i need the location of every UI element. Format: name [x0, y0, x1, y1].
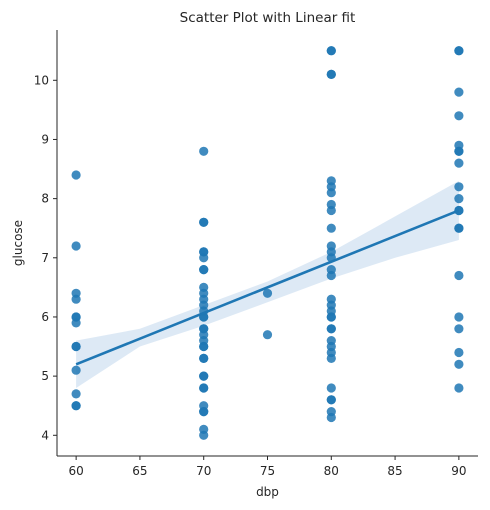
data-point [326, 270, 336, 281]
data-points-layer [71, 46, 464, 440]
data-point [199, 430, 209, 440]
data-point [454, 312, 464, 322]
data-point [326, 324, 336, 334]
axes-layer: 60 65 70 75 80 85 90 4 5 6 7 8 9 10 [34, 30, 478, 478]
data-point [71, 294, 81, 304]
fit-line-layer [75, 209, 460, 366]
data-point [199, 146, 209, 156]
y-tick-label: 4 [41, 428, 49, 442]
data-point [326, 412, 336, 423]
data-point [326, 383, 336, 393]
y-tick-label: 6 [41, 310, 49, 324]
data-point [262, 330, 273, 340]
x-tick-label: 70 [196, 464, 211, 478]
confidence-band [76, 180, 459, 388]
data-point [199, 253, 209, 263]
data-point [454, 111, 464, 121]
x-tick-label: 60 [68, 464, 83, 478]
data-point [71, 318, 81, 328]
data-point [454, 194, 464, 204]
data-point [326, 69, 336, 79]
y-tick-label: 7 [41, 251, 49, 265]
data-point [199, 407, 209, 417]
confidence-band-layer [76, 180, 459, 388]
data-point [71, 341, 81, 352]
x-tick-label: 65 [132, 464, 147, 478]
data-point [454, 347, 464, 358]
data-point [326, 223, 336, 233]
data-point [326, 46, 336, 56]
data-point [454, 359, 464, 369]
data-point [454, 324, 464, 334]
data-point [326, 395, 336, 405]
data-point [199, 217, 209, 227]
data-point [199, 341, 209, 352]
data-point [454, 383, 464, 393]
data-point [326, 188, 336, 198]
data-point [454, 182, 464, 192]
data-point [199, 353, 209, 363]
x-axis-label: dbp [256, 485, 279, 499]
data-point [199, 371, 209, 381]
x-tick-label: 80 [324, 464, 339, 478]
y-tick-label: 10 [34, 73, 49, 87]
data-point [199, 383, 209, 393]
x-tick-label: 75 [260, 464, 275, 478]
data-point [71, 401, 81, 411]
data-point [454, 46, 464, 56]
data-point [454, 87, 464, 97]
x-tick-label: 85 [387, 464, 402, 478]
data-point [454, 223, 464, 233]
data-point [454, 146, 464, 156]
data-point [454, 158, 464, 168]
data-point [71, 170, 81, 180]
data-point [454, 205, 464, 216]
data-point [71, 389, 81, 399]
y-tick-label: 5 [41, 369, 49, 383]
data-point [262, 288, 273, 298]
data-point [199, 265, 209, 275]
x-tick-label: 90 [451, 464, 466, 478]
data-point [326, 353, 336, 363]
y-tick-label: 8 [41, 192, 49, 206]
chart-title: Scatter Plot with Linear fit [180, 10, 356, 26]
data-point [326, 205, 336, 216]
y-axis-label: glucose [11, 220, 25, 266]
data-point [454, 270, 464, 281]
data-point [71, 365, 81, 375]
y-tick-label: 9 [41, 132, 49, 146]
data-point [71, 241, 81, 251]
data-point [326, 312, 336, 322]
fit-line [75, 209, 460, 366]
